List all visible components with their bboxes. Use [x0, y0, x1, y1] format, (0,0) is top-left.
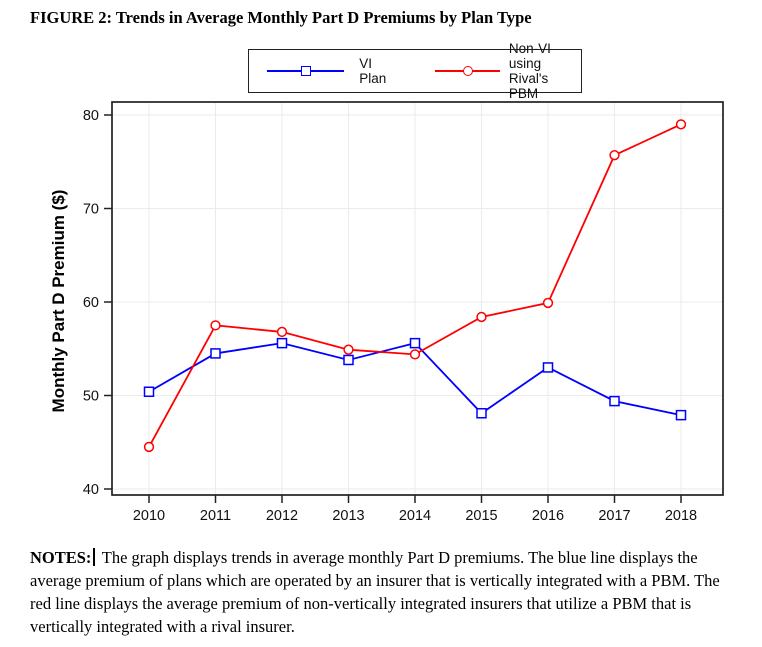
svg-text:2012: 2012	[266, 508, 298, 524]
non-vi-line-swatch	[435, 66, 500, 76]
data-point	[409, 349, 421, 360]
y-tick-labels: 40 50 60 70 80	[83, 108, 99, 498]
svg-text:40: 40	[83, 482, 99, 498]
data-point	[609, 395, 620, 407]
data-point	[343, 344, 354, 355]
square-marker-icon	[300, 66, 311, 76]
svg-text:2016: 2016	[532, 508, 564, 524]
chart-legend: VI Plan Non-VI using Rival's PBM	[248, 41, 582, 101]
legend-label-vi-plan: VI Plan	[359, 55, 387, 86]
x-tick-labels: 2010 2011 2012 2013 2014 2015 2016 2017 2018	[133, 508, 697, 524]
data-point	[343, 354, 354, 366]
vi-plan-line-swatch	[267, 66, 345, 76]
text-cursor-icon	[93, 548, 95, 566]
gridlines	[113, 103, 722, 494]
y-axis-title: Monthly Part D Premium ($)	[49, 190, 68, 413]
data-point	[675, 409, 687, 421]
svg-text:2013: 2013	[332, 508, 364, 524]
svg-text:60: 60	[83, 295, 99, 311]
data-point	[609, 150, 620, 161]
svg-text:2018: 2018	[665, 508, 697, 524]
series-markers-square	[143, 337, 687, 421]
series-markers-circle	[143, 119, 687, 453]
notes-label: NOTES:	[30, 548, 92, 567]
svg-text:2017: 2017	[598, 508, 630, 524]
svg-text:50: 50	[83, 389, 99, 405]
data-point	[143, 386, 155, 398]
data-point	[542, 297, 554, 309]
data-point	[276, 337, 288, 349]
figure-notes: NOTES: The graph displays trends in aver…	[30, 546, 738, 638]
circle-marker-icon	[462, 66, 473, 76]
data-point	[476, 311, 487, 323]
axis-ticks	[104, 114, 682, 503]
plot-frame	[111, 101, 724, 496]
notes-body: The graph displays trends in average mon…	[30, 548, 720, 636]
data-point	[542, 362, 554, 373]
legend-entry-vi-plan: VI Plan	[267, 56, 399, 86]
data-point	[276, 326, 288, 338]
data-point	[210, 348, 221, 359]
svg-text:80: 80	[83, 108, 99, 124]
svg-text:2015: 2015	[465, 508, 497, 524]
svg-text:2010: 2010	[133, 508, 165, 524]
svg-text:2011: 2011	[200, 508, 231, 524]
legend-label-non-vi: Non-VI using Rival's PBM	[508, 40, 551, 102]
data-point	[476, 408, 487, 419]
data-point	[675, 119, 687, 130]
legend-entry-non-vi: Non-VI using Rival's PBM	[435, 41, 581, 101]
data-point	[210, 320, 221, 331]
svg-text:2014: 2014	[399, 508, 431, 524]
svg-text:70: 70	[83, 202, 99, 218]
figure-title: FIGURE 2: Trends in Average Monthly Part…	[30, 8, 532, 27]
data-point	[143, 441, 155, 453]
data-point	[409, 337, 421, 349]
